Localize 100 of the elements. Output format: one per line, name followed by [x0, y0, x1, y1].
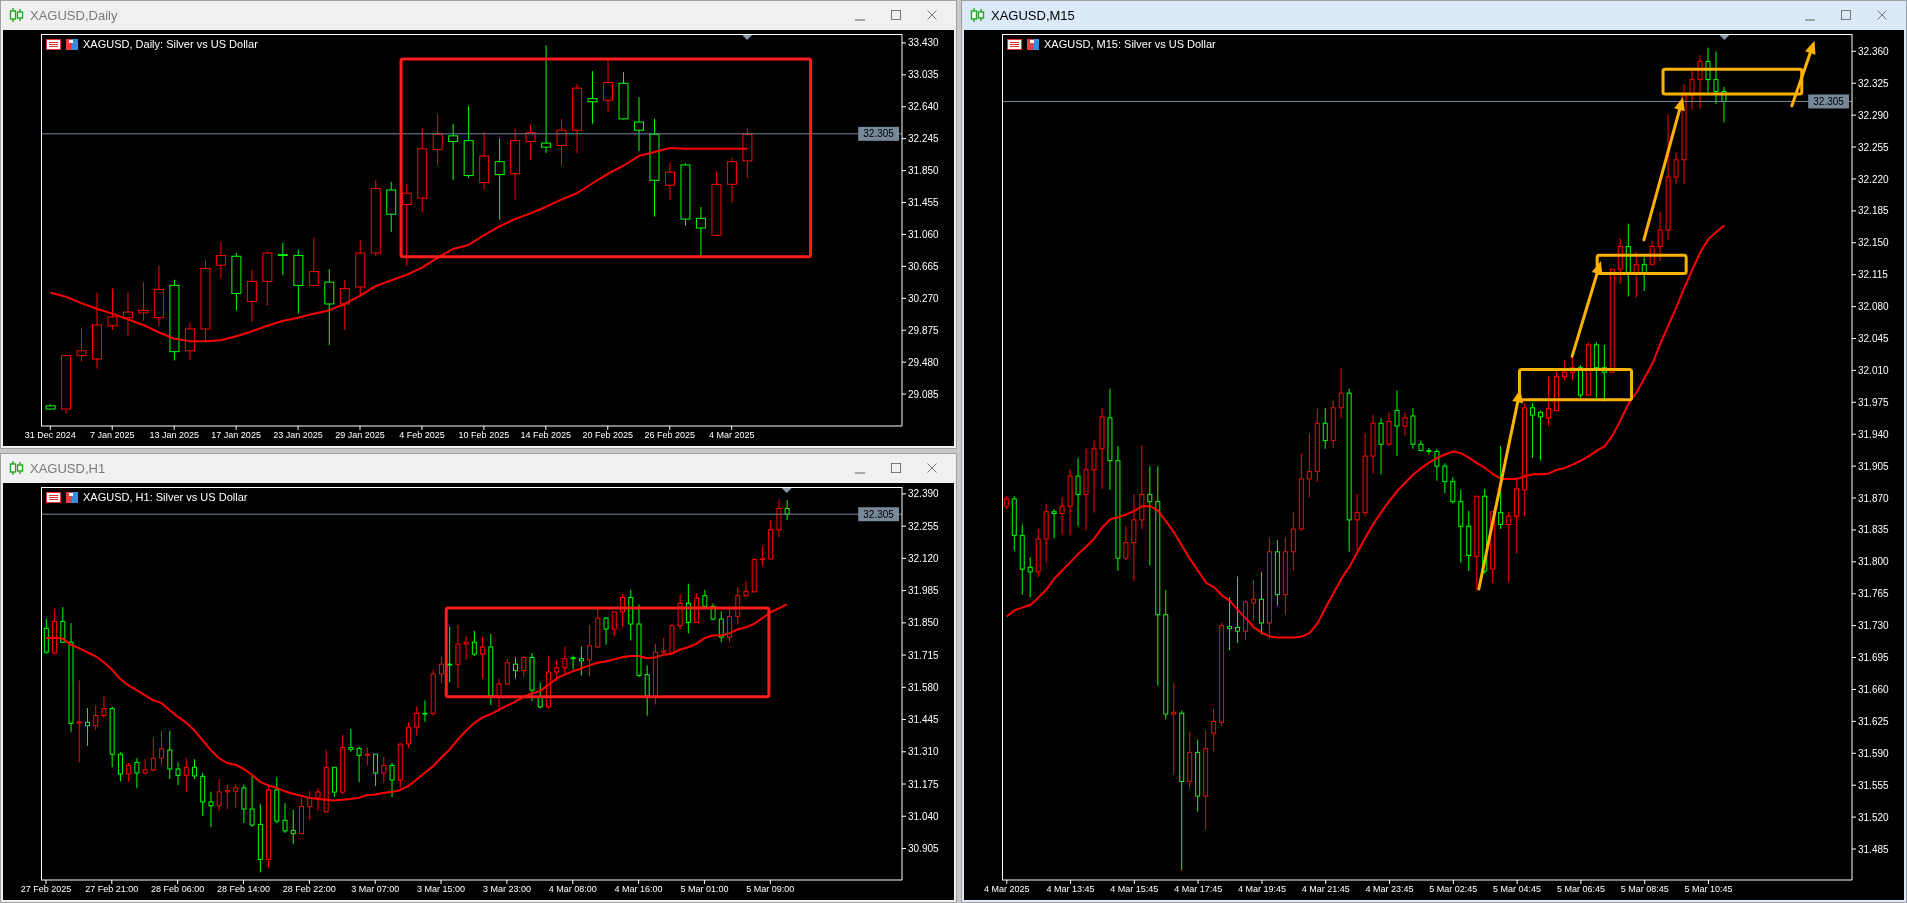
candlestick: [677, 593, 683, 630]
candlestick: [1426, 447, 1432, 455]
candlestick: [603, 59, 614, 113]
y-tick-label: 32.185: [1858, 205, 1890, 217]
y-tick-label: 33.035: [908, 69, 940, 81]
candlestick: [159, 730, 165, 766]
candlestick: [438, 656, 444, 684]
candlestick: [191, 758, 197, 780]
candlestick: [233, 784, 239, 809]
y-tick-label: 31.985: [908, 585, 940, 597]
candlestick: [107, 288, 118, 331]
y-tick-label: 32.290: [1858, 109, 1890, 121]
candlestick: [290, 809, 296, 845]
candlestick: [603, 616, 609, 646]
candlestick: [208, 791, 214, 828]
x-tick-label: 4 Mar 08:00: [548, 884, 597, 895]
candlestick: [183, 757, 189, 793]
candlestick: [381, 756, 387, 784]
x-tick-label: 27 Feb 2025: [20, 884, 72, 895]
candlestick: [414, 705, 420, 737]
candlestick: [1027, 556, 1033, 598]
y-tick-label: 31.730: [1858, 620, 1890, 632]
x-tick-label: 4 Mar 15:45: [1110, 884, 1159, 895]
candlestick: [759, 545, 765, 567]
ref-line-label: 32.305: [1813, 96, 1845, 108]
x-tick-label: 28 Feb 14:00: [216, 884, 271, 895]
candlestick: [1402, 411, 1408, 437]
candlestick: [84, 707, 90, 747]
candlestick: [634, 96, 644, 152]
ref-line-label: 32.305: [863, 128, 895, 140]
y-tick-label: 32.080: [1858, 301, 1890, 313]
candlestick: [389, 762, 395, 798]
candlestick: [471, 630, 477, 657]
candlestick: [308, 237, 319, 287]
candlestick: [1386, 411, 1392, 447]
candlestick: [1123, 525, 1129, 561]
y-tick-label: 32.325: [1858, 77, 1890, 89]
candlestick: [1211, 708, 1217, 752]
candlestick: [1306, 432, 1312, 498]
y-tick-label: 31.660: [1858, 684, 1890, 696]
x-tick-label: 5 Mar 09:00: [746, 884, 795, 895]
candlestick: [695, 206, 706, 256]
y-tick-label: 31.850: [908, 165, 940, 177]
y-tick-label: 31.625: [1858, 715, 1890, 727]
y-tick-label: 31.040: [908, 810, 940, 822]
y-tick-label: 29.085: [908, 388, 940, 400]
x-tick-label: 31 Dec 2024: [24, 430, 76, 441]
chart-subtitle: XAGUSD, M15: Silver vs US Dollar: [1044, 38, 1216, 50]
ref-line-label: 32.305: [863, 508, 895, 520]
candlestick: [406, 721, 411, 749]
x-tick-label: 3 Mar 07:00: [351, 884, 400, 895]
y-tick-label: 29.875: [908, 324, 940, 336]
y-tick-label: 32.115: [1858, 269, 1889, 281]
candlestick: [1171, 682, 1177, 775]
candlestick: [463, 635, 469, 661]
candlestick: [76, 327, 87, 362]
candlestick: [76, 679, 82, 763]
candlestick: [504, 658, 510, 686]
candlestick: [167, 730, 173, 780]
candlestick: [356, 746, 362, 783]
y-tick-label: 30.665: [908, 260, 940, 272]
candlestick: [726, 157, 737, 204]
candlestick: [93, 704, 99, 731]
candlestick: [60, 606, 66, 644]
x-tick-label: 4 Mar 13:45: [1046, 884, 1095, 895]
y-tick-label: 31.940: [1858, 428, 1890, 440]
candlestick: [496, 678, 502, 710]
y-tick-label: 30.905: [908, 843, 940, 855]
x-tick-label: 27 Feb 21:00: [85, 884, 139, 895]
candlestick: [1394, 389, 1400, 457]
candlestick: [1051, 508, 1057, 539]
candlestick: [1131, 493, 1137, 582]
candlestick: [1697, 54, 1703, 110]
candlestick: [521, 655, 527, 678]
x-tick-label: 3 Mar 23:00: [482, 884, 531, 895]
candlestick: [562, 645, 568, 676]
candlestick: [1705, 47, 1711, 93]
x-tick-label: 4 Mar 2025: [708, 430, 755, 441]
candlestick: [1091, 440, 1097, 514]
candlestick: [1713, 50, 1719, 105]
y-tick-label: 31.905: [1858, 460, 1890, 472]
chart-title: XAGUSD,M15: [991, 7, 1075, 23]
line-series: [1005, 224, 1726, 639]
candlestick: [664, 162, 675, 201]
y-tick-label: 31.060: [908, 229, 940, 240]
candlestick: [743, 580, 749, 598]
candlestick: [1250, 579, 1256, 621]
y-tick-label: 31.715: [908, 649, 940, 661]
y-tick-label: 32.150: [1858, 237, 1890, 249]
candlestick: [1593, 341, 1599, 399]
candlestick: [644, 664, 650, 717]
candlestick: [718, 610, 724, 643]
candlestick: [1322, 407, 1328, 450]
candlestick: [1147, 465, 1153, 566]
x-tick-label: 4 Mar 19:45: [1237, 884, 1286, 895]
x-tick-label: 23 Jan 2025: [273, 430, 323, 441]
candlestick: [1378, 417, 1384, 475]
candlestick: [138, 281, 149, 322]
candlestick: [578, 645, 584, 676]
y-tick-label: 32.245: [908, 133, 940, 145]
